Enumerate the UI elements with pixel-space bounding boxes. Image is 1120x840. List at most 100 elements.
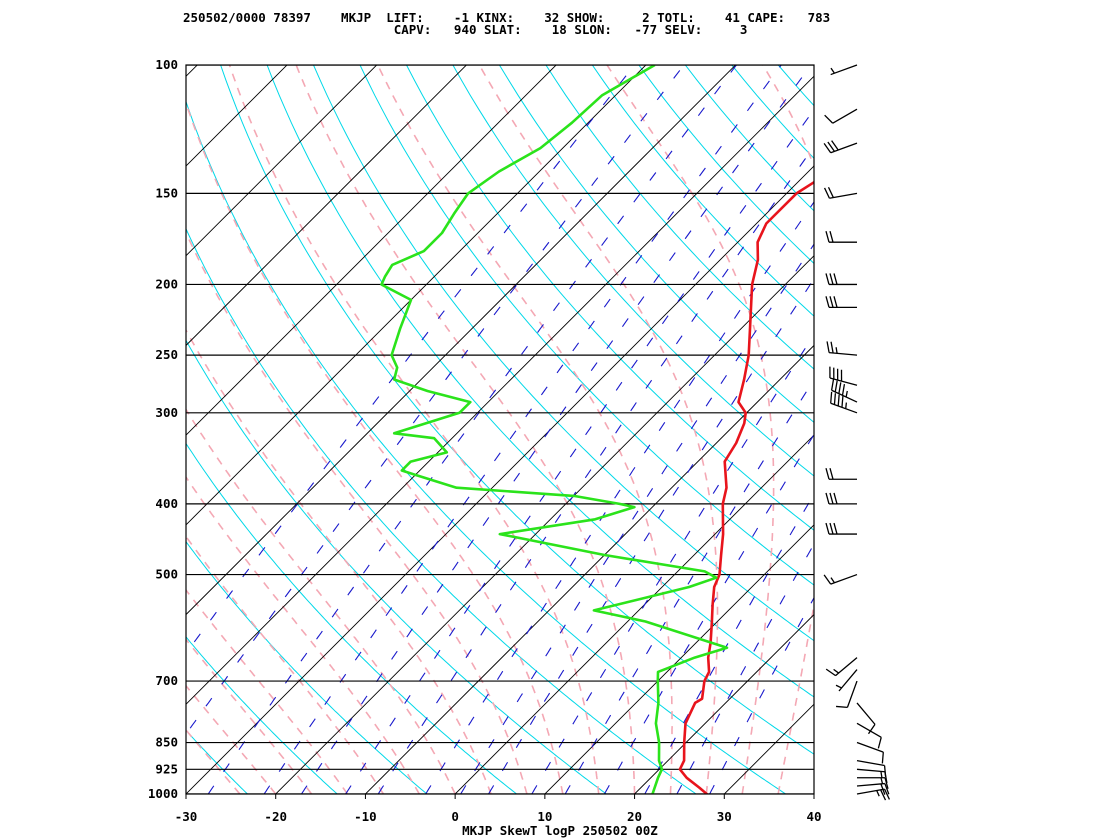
wind-barb bbox=[824, 108, 858, 124]
temperature-tick-label: -20 bbox=[264, 809, 287, 824]
isotherm bbox=[186, 165, 814, 794]
moist-adiabat bbox=[186, 408, 456, 794]
mixing-ratio-line bbox=[460, 243, 814, 794]
wind-barb bbox=[825, 468, 857, 480]
dry-adiabat bbox=[312, 65, 814, 642]
wind-barb bbox=[856, 760, 887, 777]
moist-adiabat bbox=[762, 65, 814, 794]
dry-adiabat bbox=[902, 49, 1120, 810]
wind-barb bbox=[830, 64, 858, 76]
isotherm bbox=[186, 65, 557, 436]
sounding-indices-line1: 250502/0000 78397 MKJP LIFT: -1 KINX: 32… bbox=[183, 10, 831, 25]
isotherm bbox=[186, 65, 468, 347]
dry-adiabat bbox=[186, 442, 518, 794]
wind-barb bbox=[830, 378, 858, 403]
pressure-tick-label: 250 bbox=[155, 347, 178, 362]
isotherm bbox=[186, 65, 288, 167]
wind-barb bbox=[856, 782, 890, 795]
temperature-tick-label: 10 bbox=[537, 809, 552, 824]
background-lines bbox=[0, 49, 1120, 810]
plot-frame bbox=[185, 64, 815, 795]
moist-adiabat bbox=[228, 65, 600, 794]
wind-barb bbox=[830, 391, 858, 414]
pressure-tick-label: 400 bbox=[155, 496, 178, 511]
isotherm bbox=[0, 49, 124, 810]
isotherm bbox=[186, 75, 814, 705]
wind-barb bbox=[826, 341, 858, 356]
dry-adiabat bbox=[638, 65, 814, 265]
mixing-ratio-line bbox=[644, 493, 814, 794]
pressure-tick-label: 200 bbox=[155, 276, 178, 291]
temperature-tick-label: 20 bbox=[627, 809, 642, 824]
dry-adiabat bbox=[186, 636, 338, 794]
mixing-ratio-line bbox=[186, 65, 685, 735]
wind-barb bbox=[825, 296, 857, 308]
pressure-tick-label: 1000 bbox=[148, 786, 178, 801]
pressure-tick-label: 700 bbox=[155, 673, 178, 688]
mixing-ratio-line bbox=[531, 333, 814, 794]
dry-adiabat bbox=[731, 65, 814, 160]
sounding-indices-line2: CAPV: 940 SLAT: 18 SLON: -77 SELV: 3 bbox=[183, 22, 748, 37]
isotherm bbox=[0, 49, 34, 810]
wind-barb bbox=[823, 573, 858, 585]
isotherm bbox=[364, 344, 814, 794]
sounding-profiles bbox=[380, 65, 814, 794]
wind-barb bbox=[823, 186, 858, 199]
dry-adiabat bbox=[856, 49, 1120, 810]
temperature-tick-label: 0 bbox=[451, 809, 459, 824]
isotherm bbox=[186, 65, 378, 257]
pressure-tick-label: 850 bbox=[155, 735, 178, 750]
wind-barbs bbox=[823, 64, 891, 801]
isotherm bbox=[633, 613, 814, 794]
dry-adiabat bbox=[452, 65, 814, 477]
dry-adiabat bbox=[811, 49, 1120, 810]
mixing-ratio-line bbox=[301, 65, 812, 794]
wind-barb bbox=[823, 140, 858, 154]
isotherm bbox=[275, 255, 814, 794]
mixing-ratio-line bbox=[488, 277, 814, 794]
dry-adiabat bbox=[591, 65, 814, 317]
isotherm bbox=[186, 65, 198, 77]
dry-adiabat bbox=[359, 65, 814, 586]
dry-adiabat bbox=[948, 49, 1120, 810]
temperature-tick-label: -30 bbox=[175, 809, 198, 824]
dry-adiabat bbox=[186, 339, 608, 794]
wind-barb bbox=[829, 366, 858, 386]
wind-barb bbox=[856, 788, 891, 801]
pressure-tick-label: 300 bbox=[155, 405, 178, 420]
moist-adiabat bbox=[186, 728, 241, 794]
wind-barb bbox=[825, 273, 857, 286]
temperature-tick-label: 30 bbox=[717, 809, 732, 824]
moist-adiabat bbox=[478, 65, 719, 794]
wind-barb bbox=[825, 657, 858, 677]
isotherm bbox=[813, 793, 814, 794]
moist-adiabat bbox=[186, 475, 420, 794]
wind-barb bbox=[856, 741, 884, 764]
mixing-ratio-line bbox=[425, 201, 814, 794]
dry-adiabat bbox=[498, 65, 814, 424]
moist-adiabat bbox=[295, 65, 636, 794]
wind-barb bbox=[825, 492, 857, 505]
wind-barb bbox=[836, 680, 858, 709]
pressure-tick-label: 100 bbox=[155, 57, 178, 72]
isotherm bbox=[544, 524, 814, 794]
dewpoint-profile bbox=[380, 65, 729, 794]
dry-adiabat bbox=[777, 65, 814, 107]
moist-adiabat bbox=[186, 684, 277, 794]
dry-adiabat bbox=[545, 65, 814, 370]
isotherm bbox=[186, 65, 737, 616]
wind-barb bbox=[825, 522, 857, 535]
dry-adiabat bbox=[186, 100, 787, 794]
wind-barb bbox=[857, 777, 889, 789]
dry-adiabat bbox=[186, 540, 428, 794]
moist-adiabat bbox=[606, 65, 775, 794]
moist-adiabat bbox=[377, 65, 673, 794]
wind-barb bbox=[825, 231, 857, 243]
isotherm bbox=[454, 434, 814, 794]
wind-barb bbox=[856, 722, 882, 749]
pressure-tick-label: 500 bbox=[155, 567, 178, 582]
dry-adiabat bbox=[405, 65, 814, 531]
temperature-profile bbox=[678, 180, 814, 794]
